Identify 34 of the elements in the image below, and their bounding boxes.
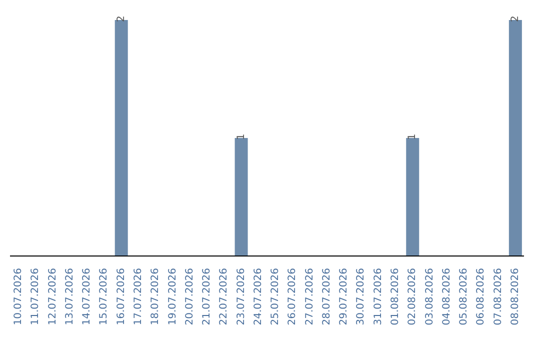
x-tick-label: 23.07.2026 <box>236 268 247 326</box>
x-tick-label: 22.07.2026 <box>218 268 230 326</box>
x-tick-label: 08.08.2026 <box>510 268 521 326</box>
x-tick-label: 25.07.2026 <box>270 268 282 326</box>
x-tick-label: 05.08.2026 <box>458 268 470 326</box>
x-tick-label: 18.07.2026 <box>150 268 162 326</box>
x-tick-label: 10.07.2026 <box>13 268 24 326</box>
x-tick-label: 11.07.2026 <box>30 268 42 326</box>
data-label: 2 <box>510 16 521 22</box>
data-label: 1 <box>407 134 418 140</box>
x-tick-label: 19.07.2026 <box>167 268 178 326</box>
x-tick-label: 04.08.2026 <box>441 268 452 326</box>
x-tick-label: 31.07.2026 <box>372 268 384 326</box>
data-label: 1 <box>236 134 247 140</box>
x-tick-label: 15.07.2026 <box>98 268 110 326</box>
x-tick-label: 29.07.2026 <box>338 268 350 326</box>
x-tick-label: 20.07.2026 <box>184 268 196 326</box>
x-tick-label: 28.07.2026 <box>321 268 332 326</box>
data-label: 2 <box>116 16 127 22</box>
x-tick-label: 26.07.2026 <box>287 268 298 326</box>
x-tick-label: 16.07.2026 <box>116 268 127 326</box>
x-tick-label: 01.08.2026 <box>390 268 401 326</box>
x-tick-label: 27.07.2026 <box>304 268 316 326</box>
x-tick-label: 13.07.2026 <box>64 268 76 326</box>
x-tick-label: 14.07.2026 <box>82 268 93 326</box>
x-tick-label: 06.08.2026 <box>476 268 487 326</box>
x-tick-label: 30.07.2026 <box>356 268 367 326</box>
x-tick-label: 12.07.2026 <box>47 268 58 326</box>
x-tick-label: 21.07.2026 <box>202 268 213 326</box>
x-tick-label: 17.07.2026 <box>133 268 144 326</box>
x-tick-label: 02.08.2026 <box>407 268 418 326</box>
x-tick-label: 24.07.2026 <box>252 268 264 326</box>
x-tick-label: 07.08.2026 <box>492 268 504 326</box>
x-tick-label: 03.08.2026 <box>424 268 436 326</box>
